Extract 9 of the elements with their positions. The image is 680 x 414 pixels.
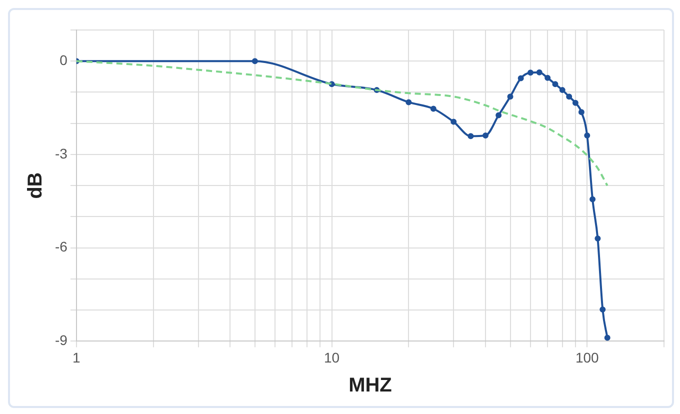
y-axis-title: dB bbox=[24, 172, 47, 199]
y-tick-label: 0 bbox=[60, 52, 68, 68]
x-tick-label: 100 bbox=[575, 349, 600, 366]
y-tick-label: -3 bbox=[54, 145, 68, 162]
x-axis-title: MHZ bbox=[348, 374, 392, 397]
y-tick-label: -9 bbox=[54, 332, 68, 348]
x-tick-label: 1 bbox=[72, 349, 81, 366]
y-tick-label: -6 bbox=[54, 238, 68, 255]
x-tick-label: 10 bbox=[324, 349, 340, 366]
